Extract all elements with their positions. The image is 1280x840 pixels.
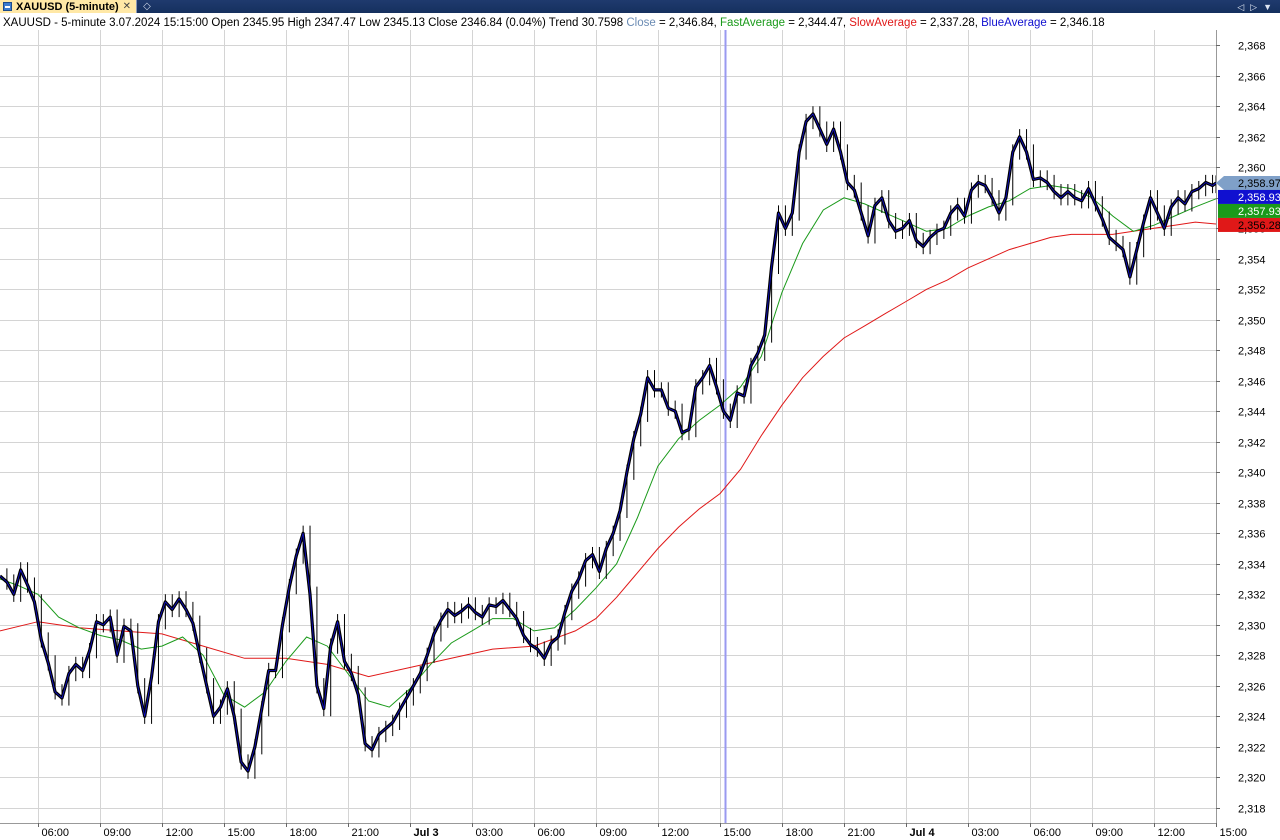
price-label-box [1218, 217, 1280, 232]
price-tick-label: 2,352 [1238, 285, 1266, 297]
price-tick-label: 2,364 [1238, 102, 1266, 114]
price-tick-label: 2,362 [1238, 133, 1266, 145]
price-tick-label: 2,346 [1238, 377, 1266, 389]
pin-icon[interactable]: ◇ [143, 0, 151, 12]
chart-icon [3, 2, 12, 11]
scroll-right-icon[interactable]: ▷ [1250, 1, 1258, 12]
ohlc-header: XAUUSD - 5-minute 3.07.2024 15:15:00 Ope… [3, 17, 624, 29]
time-tick-label: 06:00 [538, 827, 566, 839]
price-tick-label: 2,360 [1238, 163, 1266, 175]
time-tick-label: 15:00 [724, 827, 752, 839]
price-tick-label: 2,318 [1238, 804, 1266, 816]
price-tick-label: 2,340 [1238, 468, 1266, 480]
time-tick-label: 18:00 [786, 827, 814, 839]
last-value-labels: 2,358.97 2,358.93 2,357.93 2,356.28 [1216, 175, 1280, 232]
dropdown-icon[interactable]: ▼ [1263, 1, 1272, 12]
time-tick-label: 12:00 [166, 827, 194, 839]
price-axis: 2,318 2,320 2,322 2,324 2,326 2,328 2,330 2,332… [1216, 30, 1266, 823]
price-tick-label: 2,350 [1238, 316, 1266, 328]
time-tick-label: 15:00 [228, 827, 256, 839]
price-label-text: 2,358.97 [1238, 178, 1280, 190]
price-tick-label: 2,338 [1238, 499, 1266, 511]
time-tick-label: 09:00 [104, 827, 132, 839]
time-axis: 06:00 09:00 12:00 15:00 18:00 21:00 Jul 3 03:00… [0, 823, 1247, 839]
price-label-text: 2,356.28 [1238, 220, 1280, 232]
close-price-label-box [1216, 175, 1280, 190]
time-tick-label: 03:00 [972, 827, 1000, 839]
time-tick-label: 21:00 [352, 827, 380, 839]
price-label-box [1218, 203, 1280, 218]
time-tick-label: 09:00 [600, 827, 628, 839]
time-tick-label: 18:00 [290, 827, 318, 839]
price-tick-label: 2,322 [1238, 743, 1266, 755]
fast-average-legend-label: FastAverage [720, 17, 786, 29]
tab-label: XAUUSD (5-minute) [16, 0, 119, 13]
price-label-text: 2,358.93 [1238, 192, 1280, 204]
chart-grid [0, 30, 1217, 823]
price-tick-label: 2,368 [1238, 41, 1266, 53]
slow-average-legend-value: = 2,337.28, [916, 17, 982, 29]
slow-average-legend-label: SlowAverage [849, 17, 917, 29]
blue-average-legend-label: BlueAverage [981, 17, 1047, 29]
time-tick-label: 21:00 [848, 827, 876, 839]
price-tick-label: 2,332 [1238, 590, 1266, 602]
slow-average-line [0, 221, 1217, 678]
close-legend-value: = 2,346.84, [655, 17, 721, 29]
price-trace [0, 106, 1217, 779]
blue-average-path [0, 113, 1217, 772]
price-tick-label: 2,344 [1238, 407, 1266, 419]
fast-average-line [0, 184, 1217, 708]
price-label-box [1218, 189, 1280, 204]
blue-average-legend-value: = 2,346.18 [1046, 17, 1105, 29]
price-tick-label: 2,342 [1238, 438, 1266, 450]
price-tick-label: 2,320 [1238, 773, 1266, 785]
price-tick-label: 2,366 [1238, 72, 1266, 84]
time-tick-label: 06:00 [1034, 827, 1062, 839]
chart-tabbar: XAUUSD (5-minute) ✕ ◇ ◁ ▷ ▼ [0, 0, 1280, 13]
close-legend-label: Close [626, 17, 656, 29]
time-tick-label: 06:00 [42, 827, 70, 839]
fast-average-legend-value: = 2,344.47, [785, 17, 850, 29]
chart-tab[interactable]: XAUUSD (5-minute) ✕ [0, 0, 138, 13]
price-label-text: 2,357.93 [1238, 206, 1280, 218]
tabbar-controls: ◁ ▷ ▼ [1237, 1, 1280, 13]
time-tick-label: 12:00 [1158, 827, 1186, 839]
time-tick-label: 12:00 [662, 827, 690, 839]
price-tick-label: 2,354 [1238, 255, 1266, 267]
fast-average-path [0, 184, 1217, 708]
price-tick-label: 2,326 [1238, 682, 1266, 694]
time-tick-label: Jul 3 [414, 827, 439, 839]
price-tick-label: 2,330 [1238, 621, 1266, 633]
price-tick-label: 2,348 [1238, 346, 1266, 358]
time-tick-label: 03:00 [476, 827, 504, 839]
close-icon[interactable]: ✕ [122, 0, 132, 12]
price-tick-label: 2,334 [1238, 560, 1266, 572]
time-tick-label: 15:00 [1220, 827, 1248, 839]
chart-info-line: XAUUSD - 5-minute 3.07.2024 15:15:00 Ope… [3, 16, 1105, 30]
price-tick-label: 2,328 [1238, 651, 1266, 663]
time-tick-label: 09:00 [1096, 827, 1124, 839]
price-tick-label: 2,324 [1238, 712, 1266, 724]
slow-average-path [0, 221, 1217, 678]
price-tick-label: 2,336 [1238, 529, 1266, 541]
scroll-left-icon[interactable]: ◁ [1237, 1, 1245, 12]
time-tick-label: Jul 4 [910, 827, 936, 839]
